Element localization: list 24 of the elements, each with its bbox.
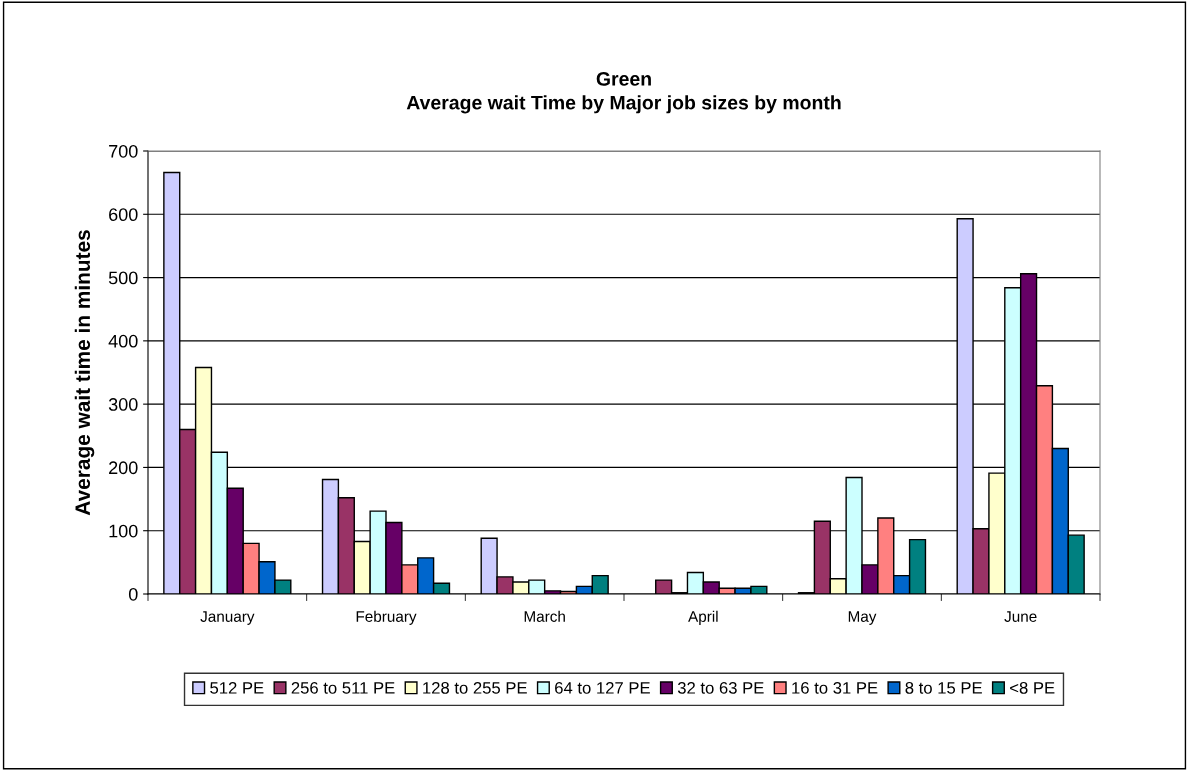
y-axis-title: Average wait time in minutes <box>74 230 95 516</box>
legend-label: 64 to 127 PE <box>555 681 650 694</box>
x-tick-label: February <box>356 610 417 625</box>
legend-label: 256 to 511 PE <box>291 681 395 694</box>
x-tick-label: May <box>848 611 877 625</box>
legend-label: 32 to 63 PE <box>677 681 764 694</box>
chart-title: Green Average wait Time by Major job sizes by month <box>406 71 841 114</box>
y-tick-label: 200 <box>109 461 138 475</box>
x-tick-label: June <box>1004 611 1037 622</box>
y-tick-label: 0 <box>128 587 138 601</box>
legend-label: <8 PE <box>1010 681 1055 694</box>
y-tick-label: 500 <box>108 271 138 285</box>
legend-label: 512 PE <box>210 681 264 694</box>
legend-label: 16 to 31 PE <box>792 681 878 694</box>
y-tick-label: 600 <box>109 208 138 222</box>
y-tick-label: 100 <box>109 524 138 538</box>
y-tick-label: 300 <box>108 398 138 411</box>
x-tick-label: April <box>688 610 718 625</box>
legend-label: 128 to 255 PE <box>423 681 527 694</box>
legend-label: 8 to 15 PE <box>905 681 982 694</box>
y-tick-label: 700 <box>109 144 138 158</box>
x-tick-label: January <box>200 611 255 625</box>
y-tick-label: 400 <box>108 334 138 348</box>
x-tick-label: March <box>524 610 565 622</box>
